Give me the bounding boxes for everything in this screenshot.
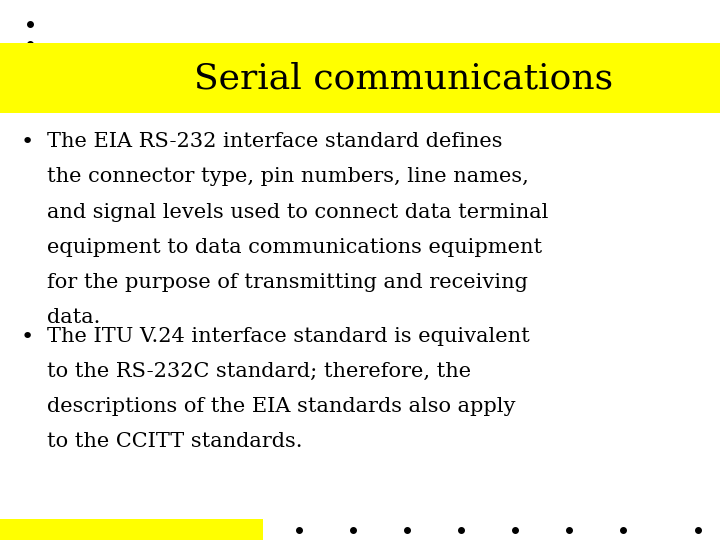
Text: and signal levels used to connect data terminal: and signal levels used to connect data t… [47,202,548,221]
Text: Serial communications: Serial communications [194,62,613,95]
Text: to the RS-232C standard; therefore, the: to the RS-232C standard; therefore, the [47,362,471,381]
Text: data.: data. [47,308,100,327]
Text: •: • [20,327,33,347]
Text: •: • [20,132,33,152]
Text: The EIA RS-232 interface standard defines: The EIA RS-232 interface standard define… [47,132,503,151]
Text: the connector type, pin numbers, line names,: the connector type, pin numbers, line na… [47,167,528,186]
Text: for the purpose of transmitting and receiving: for the purpose of transmitting and rece… [47,273,528,292]
FancyBboxPatch shape [0,519,263,540]
Text: descriptions of the EIA standards also apply: descriptions of the EIA standards also a… [47,397,516,416]
FancyBboxPatch shape [0,43,720,113]
Text: The ITU V.24 interface standard is equivalent: The ITU V.24 interface standard is equiv… [47,327,529,346]
Text: to the CCITT standards.: to the CCITT standards. [47,432,302,451]
Text: equipment to data communications equipment: equipment to data communications equipme… [47,238,542,256]
